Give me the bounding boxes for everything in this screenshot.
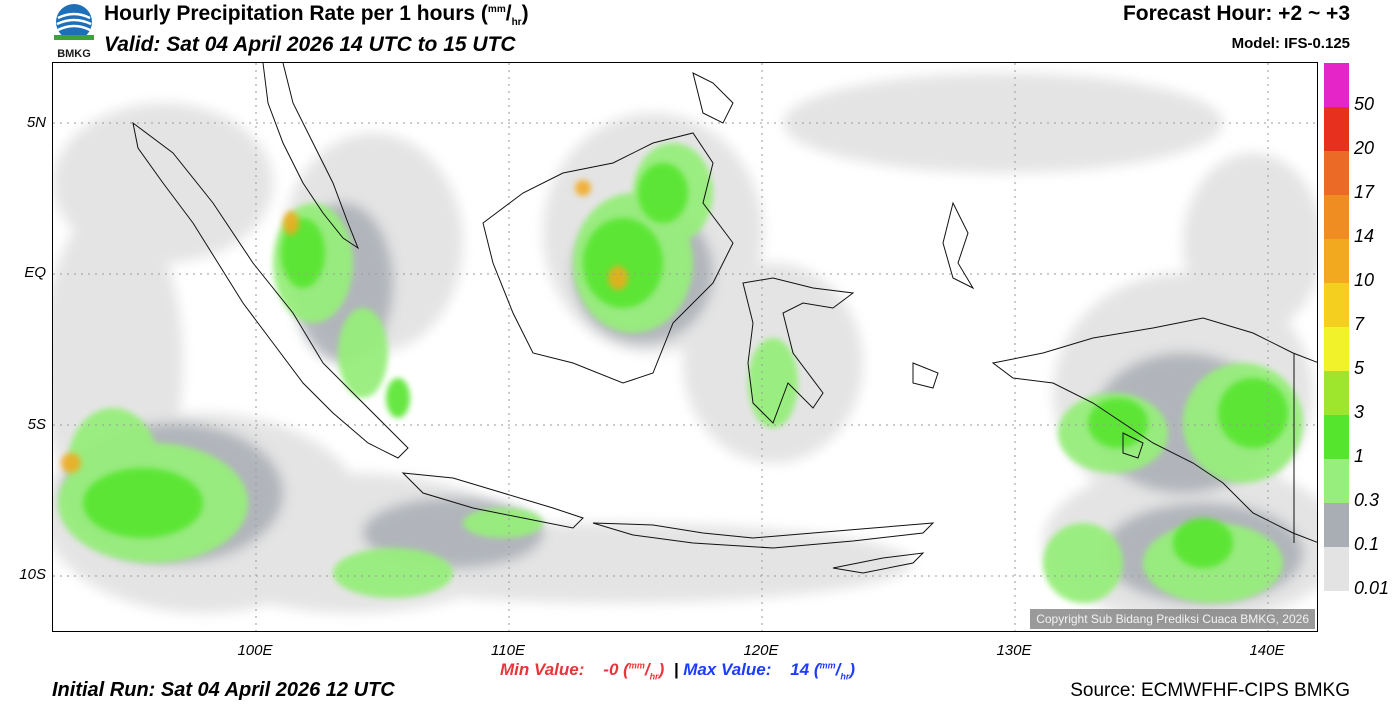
legend-swatch <box>1324 547 1349 591</box>
min-value: -0 (mm/hr) <box>603 660 665 682</box>
page-title: Hourly Precipitation Rate per 1 hours (m… <box>104 2 529 29</box>
graticule <box>53 63 1317 631</box>
legend-swatch <box>1324 63 1349 107</box>
valid-time: Valid: Sat 04 April 2026 14 UTC to 15 UT… <box>104 33 516 56</box>
legend-swatch <box>1324 327 1349 371</box>
legend-value: 14 <box>1354 226 1375 246</box>
logo-text: BMKG <box>57 48 91 60</box>
sulawesi-outline <box>742 277 855 424</box>
legend-swatch <box>1324 459 1349 503</box>
legend-swatch <box>1324 195 1349 239</box>
lat-label-eq: EQ <box>24 264 46 281</box>
legend-swatch <box>1324 371 1349 415</box>
min-max-values: Min Value: -0 (mm/hr) | Max Value: 14 (m… <box>500 660 855 681</box>
legend-value: 0.01 <box>1354 578 1390 598</box>
legend-color-bar <box>1324 63 1349 591</box>
max-value: 14 (mm/hr) <box>790 660 856 682</box>
legend-value: 0.1 <box>1354 534 1380 554</box>
legend-value: 50 <box>1354 94 1375 114</box>
lon-label-100e: 100E <box>237 642 273 659</box>
legend-value: 0.3 <box>1354 490 1380 510</box>
legend-value: 20 <box>1354 138 1375 158</box>
legend-swatch <box>1324 503 1349 547</box>
copyright-notice: Copyright Sub Bidang Prediksi Cuaca BMKG… <box>1030 609 1315 629</box>
coastlines <box>132 63 1317 574</box>
legend-value: 5 <box>1354 358 1365 378</box>
halmahera-outline <box>942 201 975 290</box>
model-name: Model: IFS-0.125 <box>1231 35 1350 52</box>
lat-label-10s: 10S <box>19 566 46 583</box>
map-canvas <box>53 63 1317 631</box>
legend-value: 17 <box>1354 182 1375 202</box>
precip-field-green <box>83 163 1288 568</box>
legend-swatch <box>1324 107 1349 151</box>
legend-value: 10 <box>1354 270 1375 290</box>
legend-value: 7 <box>1354 314 1365 334</box>
data-source: Source: ECMWFHF-CIPS BMKG <box>1070 680 1350 701</box>
max-value-label: Max Value: <box>683 660 772 679</box>
legend-swatch <box>1324 283 1349 327</box>
sumatra-outline <box>132 121 409 459</box>
min-value-label: Min Value: <box>500 660 585 679</box>
min-max-separator: | <box>673 660 679 679</box>
legend-swatch <box>1324 151 1349 195</box>
lon-label-140e: 140E <box>1249 642 1285 659</box>
lat-label-5n: 5N <box>26 114 46 131</box>
java-outline <box>401 472 584 529</box>
nusa-tenggara-outline <box>592 522 935 549</box>
lon-label-130e: 130E <box>996 642 1032 659</box>
malay-peninsula-outline <box>262 63 360 250</box>
legend-value: 1 <box>1354 446 1365 466</box>
timor-outline <box>832 552 925 574</box>
lon-label-120e: 120E <box>743 642 779 659</box>
precip-field-cores <box>61 180 628 473</box>
legend-value: 3 <box>1354 402 1365 422</box>
bmkg-logo-icon: BMKG <box>54 4 94 60</box>
legend-swatch <box>1324 239 1349 283</box>
legend-swatch <box>1324 415 1349 459</box>
lat-label-5s: 5S <box>27 416 46 433</box>
new-guinea-outline <box>991 317 1317 543</box>
precipitation-map: Copyright Sub Bidang Prediksi Cuaca BMKG… <box>52 62 1318 632</box>
lon-label-110e: 110E <box>491 642 525 659</box>
forecast-hour: Forecast Hour: +2 ~ +3 <box>1122 2 1350 25</box>
borneo-outline <box>482 132 734 384</box>
initial-run: Initial Run: Sat 04 April 2026 12 UTC <box>52 679 395 701</box>
